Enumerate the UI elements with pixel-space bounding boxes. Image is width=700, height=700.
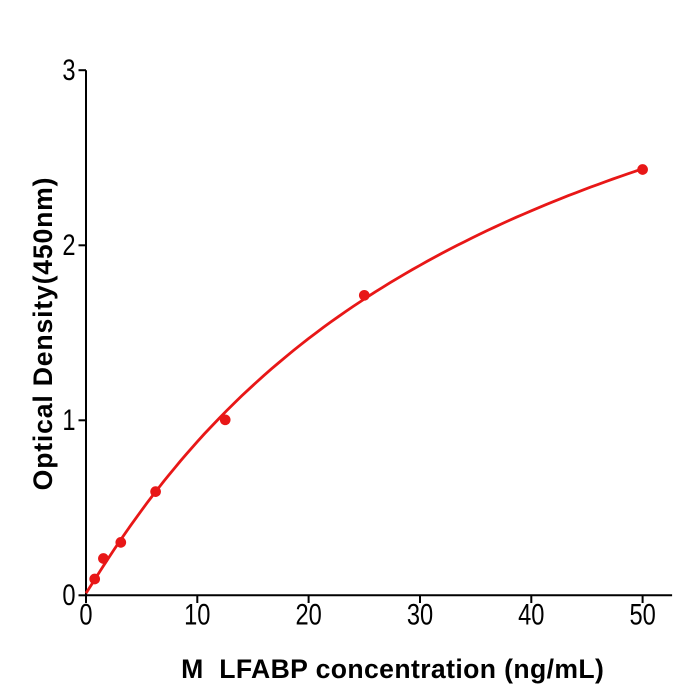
svg-text:Optical Density(450nm): Optical Density(450nm) (28, 177, 58, 491)
svg-text:10: 10 (184, 598, 210, 631)
svg-text:40: 40 (518, 598, 544, 631)
svg-text:0: 0 (62, 579, 75, 612)
svg-text:50: 50 (629, 598, 655, 631)
svg-text:3: 3 (62, 54, 75, 87)
svg-text:20: 20 (295, 598, 321, 631)
svg-text:0: 0 (79, 598, 92, 631)
svg-text:1: 1 (62, 404, 75, 437)
svg-text:30: 30 (407, 598, 433, 631)
svg-text:2: 2 (62, 229, 75, 262)
svg-text:M LFABP concentration (ng/mL): M LFABP concentration (ng/mL) (181, 654, 604, 684)
